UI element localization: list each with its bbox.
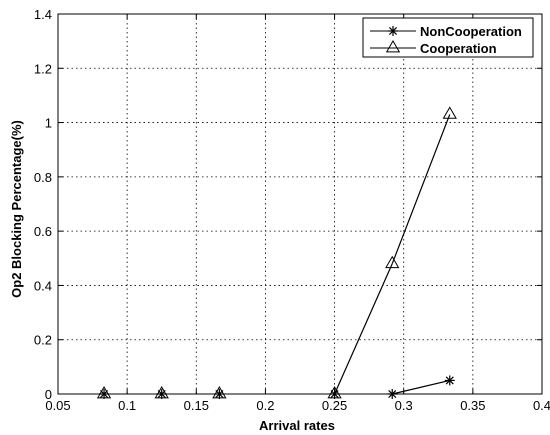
series-line-cooperation [334,263,393,395]
legend-marker-cooperation [385,40,401,53]
x-tick-label: 0.3 [395,398,413,413]
grid [58,14,542,394]
x-tick-label: 0.25 [322,398,347,413]
legend-label-cooperation: Cooperation [420,41,497,56]
y-tick-label: 0.4 [34,278,52,293]
legend-marker-symbol-noncooperation [388,26,398,36]
series-layer [96,106,457,399]
y-tick-label: 0.8 [34,170,52,185]
data-point-cooperation [327,386,342,399]
y-tick-label: 1.4 [34,7,52,22]
legend: NonCooperation Cooperation [362,17,534,58]
y-tick-label: 1 [45,116,52,131]
ticks: 0.05 0.1 0.15 0.2 0.25 0.3 0.35 0.4 0 0.2 0.4 0.6 0.… [34,7,550,413]
legend-label-noncooperation: NonCooperation [420,24,522,39]
legend-marker-noncooperation [388,26,398,36]
series-line-noncooperation [392,379,450,395]
series-line-cooperation [391,114,451,264]
x-tick-label: 0.05 [45,398,70,413]
y-tick-label: 0 [45,387,52,402]
y-tick-label: 0.6 [34,224,52,239]
data-point-cooperation [212,386,227,399]
x-tick-label: 0.2 [256,398,274,413]
x-tick-label: 0.4 [533,398,550,413]
y-axis-label: Op2 Blocking Percentage(%) [9,120,24,298]
y-tick-label: 1.2 [34,61,52,76]
legend-box [362,17,534,58]
data-point-cooperation [154,386,169,399]
x-tick-label: 0.35 [460,398,485,413]
x-axis-label: Arrival rates [259,418,335,433]
data-point-cooperation [385,255,400,269]
data-point-cooperation [442,106,457,119]
legend-marker-symbol-cooperation [385,40,401,53]
y-tick-label: 0.2 [34,333,52,348]
data-point-noncooperation [387,389,398,399]
data-point-cooperation [96,386,112,399]
data-point-noncooperation [444,375,455,386]
x-tick-label: 0.1 [118,398,136,413]
plot-frame [57,13,543,395]
x-tick-label: 0.15 [184,398,209,413]
